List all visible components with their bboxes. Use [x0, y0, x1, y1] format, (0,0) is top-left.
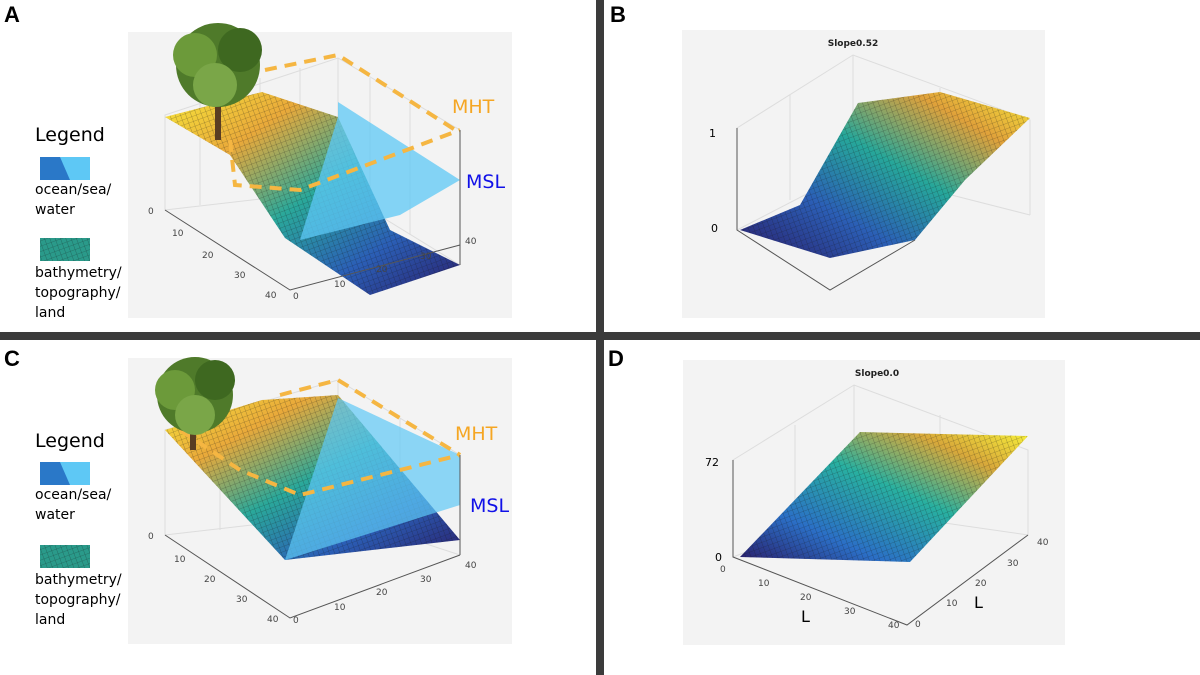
tick-label: 20	[202, 251, 214, 261]
surface-mesh	[165, 92, 460, 295]
legend-water-label: ocean/sea/ water	[35, 182, 112, 218]
tick-label: 40	[1037, 538, 1049, 548]
panel-label-d: D	[608, 346, 624, 371]
mht-label: MHT	[455, 423, 498, 445]
panel-label-a: A	[4, 2, 20, 27]
mht-dashed-line	[228, 52, 462, 193]
tick-label: 30	[844, 607, 856, 617]
msl-label: MSL	[470, 495, 509, 517]
legend-title: Legend	[35, 430, 105, 452]
water-plane	[285, 398, 460, 560]
tick-label: 0	[148, 532, 154, 542]
legend-water-swatch-shade	[40, 157, 70, 180]
tick-label: 0	[148, 207, 154, 217]
x-axis-label: L	[801, 607, 810, 626]
tick-label: 40	[888, 621, 900, 631]
tick-label: 20	[204, 575, 216, 585]
tick-label: 20	[376, 265, 388, 275]
panel-c-plot: 0 10 20 30 40 0 10 20 30 40 MHT MSL	[40, 357, 512, 644]
water-plane	[300, 102, 460, 240]
axes	[736, 128, 916, 291]
tick-label: 0	[293, 292, 299, 302]
tick-label: 0	[720, 565, 726, 575]
legend-land-mesh	[40, 545, 90, 568]
tree-icon	[155, 357, 235, 450]
z-tick-label: 72	[705, 456, 719, 469]
z-tick-label: 1	[709, 127, 716, 140]
tick-label: 30	[1007, 559, 1019, 569]
tick-label: 10	[334, 280, 346, 290]
z-tick-label: 0	[715, 551, 722, 564]
panel-a-plot: 0 10 20 30 40 0 10 20 30 40 MHT MSL	[40, 23, 512, 318]
mht-label: MHT	[452, 96, 495, 118]
tick-label: 30	[420, 252, 432, 262]
z-tick-label: 0	[711, 222, 718, 235]
legend-land-mesh	[40, 238, 90, 261]
tick-label: 20	[376, 588, 388, 598]
tick-label: 40	[265, 291, 277, 301]
plot-title: Slope0.0	[855, 369, 899, 379]
panel-label-c: C	[4, 346, 20, 371]
legend-water-swatch-shade	[40, 462, 70, 485]
tick-label: 30	[236, 595, 248, 605]
tick-label: 40	[465, 237, 477, 247]
tick-label: 40	[465, 561, 477, 571]
panel-label-b: B	[610, 2, 626, 27]
tick-label: 10	[334, 603, 346, 613]
legend-land-label: bathymetry/ topography/ land	[35, 265, 122, 321]
tree-icon	[173, 23, 262, 140]
tick-label: 10	[174, 555, 186, 565]
tick-label: 40	[267, 615, 279, 625]
mht-dashed-line	[178, 377, 462, 498]
tick-label: 10	[758, 579, 770, 589]
panel-b-plot: Slope0.52 1 0	[682, 30, 1045, 318]
tick-label: 0	[293, 616, 299, 626]
legend-water-label: ocean/sea/ water	[35, 487, 112, 523]
tick-label: 30	[420, 575, 432, 585]
legend-title: Legend	[35, 124, 105, 146]
axes	[164, 455, 461, 619]
tick-label: 20	[975, 579, 987, 589]
tick-label: 30	[234, 271, 246, 281]
tick-label: 0	[915, 620, 921, 630]
panel-d-plot: Slope0.0 72 0 0 10 20 30 40 0 10 20 30 4…	[683, 360, 1065, 645]
plot-title: Slope0.52	[828, 39, 879, 49]
y-axis-label: L	[974, 593, 983, 612]
surface-mesh	[740, 432, 1028, 562]
axes	[732, 460, 1029, 626]
axes	[164, 130, 461, 291]
tick-label: 10	[946, 599, 958, 609]
legend-land-label: bathymetry/ topography/ land	[35, 572, 122, 628]
tick-label: 20	[800, 593, 812, 603]
msl-label: MSL	[466, 171, 505, 193]
surface-mesh	[740, 92, 1030, 258]
horizontal-divider	[0, 332, 1200, 340]
tick-label: 10	[172, 229, 184, 239]
